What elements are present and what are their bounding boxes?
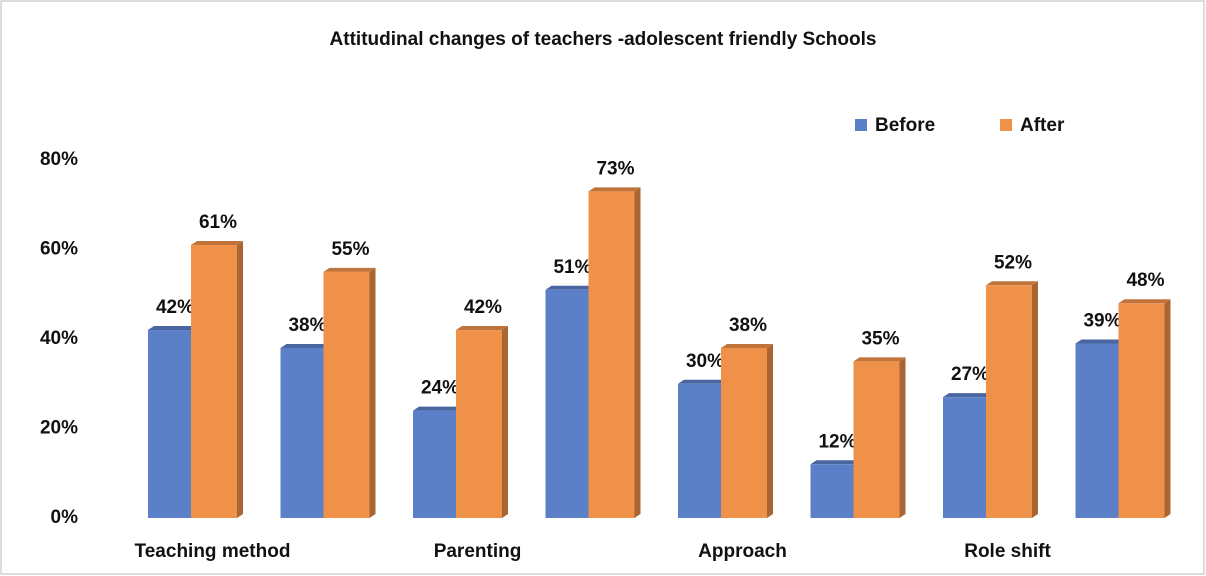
bar-top xyxy=(588,187,641,192)
bar-side xyxy=(634,187,641,518)
y-tick-label: 0% xyxy=(51,507,79,528)
value-label: 48% xyxy=(1126,270,1164,291)
bar-top xyxy=(678,379,730,384)
bar-top xyxy=(853,357,906,362)
bar-top xyxy=(545,285,598,290)
value-label: 38% xyxy=(729,315,767,336)
bar-side xyxy=(1032,281,1038,518)
value-label: 38% xyxy=(288,315,326,336)
value-label: 55% xyxy=(331,239,369,260)
value-label: 12% xyxy=(818,431,856,452)
bar xyxy=(853,361,900,518)
bar-side xyxy=(369,267,376,518)
value-label: 35% xyxy=(861,328,899,349)
x-tick-label: Approach xyxy=(698,541,787,562)
bar-side xyxy=(767,343,773,518)
value-label: 73% xyxy=(596,158,634,179)
bar xyxy=(148,330,194,518)
bar-side xyxy=(1164,299,1171,518)
x-tick-label: Role shift xyxy=(964,541,1051,562)
bar xyxy=(1118,303,1165,518)
bar-side xyxy=(899,357,906,518)
x-tick-label: Parenting xyxy=(434,541,522,562)
bar-top xyxy=(148,326,200,331)
bar-top xyxy=(1075,339,1128,344)
bar-side xyxy=(502,326,508,518)
bar xyxy=(323,271,370,518)
legend-swatch xyxy=(1000,119,1012,131)
bar xyxy=(280,347,327,518)
y-tick-label: 60% xyxy=(40,239,78,260)
value-label: 51% xyxy=(553,257,591,278)
value-label: 42% xyxy=(464,297,502,318)
bar xyxy=(191,245,237,518)
bar xyxy=(721,347,767,518)
legend-swatch xyxy=(855,119,867,131)
bar xyxy=(1075,343,1122,518)
value-label: 61% xyxy=(199,212,237,233)
bar-top xyxy=(943,393,995,398)
bar-top xyxy=(810,460,863,465)
bar-top xyxy=(191,241,243,246)
y-tick-label: 40% xyxy=(40,328,78,349)
chart-title: Attitudinal changes of teachers -adolesc… xyxy=(330,29,877,50)
bar-top xyxy=(1118,299,1171,304)
bar xyxy=(413,410,459,518)
y-tick-label: 20% xyxy=(40,418,78,439)
x-tick-label: Teaching method xyxy=(135,541,291,562)
legend-label: After xyxy=(1020,115,1065,136)
value-label: 24% xyxy=(421,378,459,399)
bar xyxy=(678,383,724,518)
bar xyxy=(943,397,989,518)
y-tick-label: 80% xyxy=(40,149,78,170)
bar xyxy=(588,191,635,518)
value-label: 52% xyxy=(994,252,1032,273)
bar-top xyxy=(323,267,376,272)
bar xyxy=(545,289,592,518)
bar xyxy=(456,330,502,518)
bar-side xyxy=(237,241,243,518)
value-label: 27% xyxy=(951,364,989,385)
bar-top xyxy=(456,326,508,331)
legend-label: Before xyxy=(875,115,935,136)
bar-top xyxy=(280,343,333,348)
bar-top xyxy=(986,281,1038,286)
bar-top xyxy=(413,406,465,411)
bar xyxy=(986,285,1032,518)
value-label: 42% xyxy=(156,297,194,318)
bar-top xyxy=(721,343,773,348)
bar xyxy=(810,464,857,518)
value-label: 30% xyxy=(686,351,724,372)
value-label: 39% xyxy=(1083,310,1121,331)
